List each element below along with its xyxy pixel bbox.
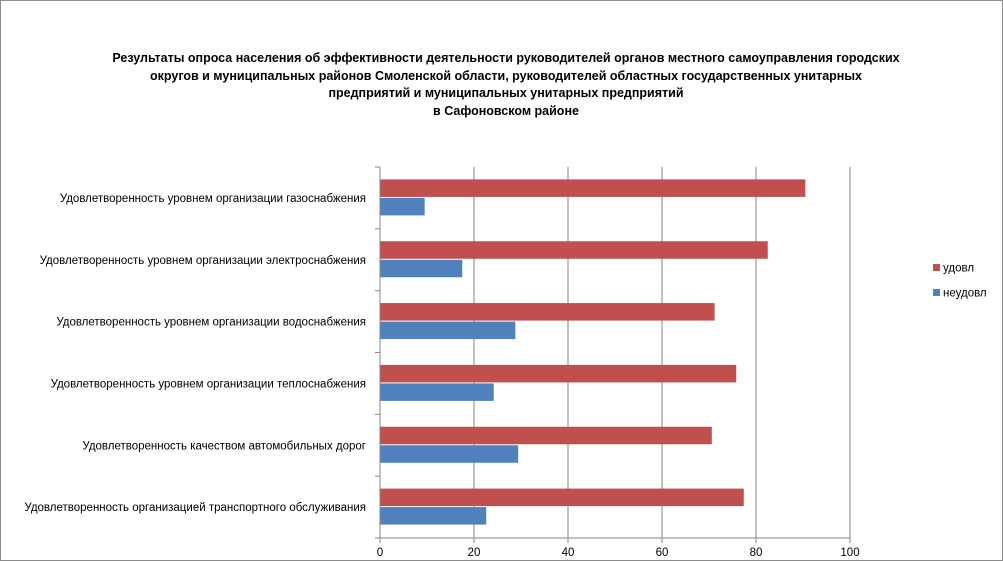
- bar-udovl-4: [380, 426, 712, 445]
- x-tick-label-20: 20: [468, 547, 481, 559]
- bar-udovl-3: [380, 364, 737, 383]
- tick-labels: 0 20 40 60 80 100: [377, 547, 860, 559]
- bar-udovl-2: [380, 303, 715, 321]
- x-tick-label-80: 80: [750, 547, 763, 559]
- bar-neudovl-5: [380, 507, 487, 525]
- legend-swatch-1: [933, 289, 940, 296]
- bar-neudovl-4: [380, 445, 519, 463]
- x-tick-label-100: 100: [840, 547, 859, 559]
- x-tick-label-0: 0: [377, 547, 383, 559]
- gridlines: [473, 167, 851, 538]
- legend-swatch-0: [933, 264, 940, 271]
- chart-title-line-4: в Сафоновском районе: [433, 103, 579, 118]
- chart-title-line-2: округов и муниципальных районов Смоленск…: [150, 68, 862, 83]
- legend-label-1: неудовл: [943, 288, 987, 300]
- chart-title-line-1: Результаты опроса населения об эффективн…: [112, 51, 900, 65]
- category-label-2: Удовлетворенность уровнем организации во…: [56, 317, 366, 329]
- bars: [380, 179, 806, 525]
- bar-neudovl-0: [380, 197, 425, 216]
- category-label-5: Удовлетворенность организацией транспорт…: [24, 502, 366, 514]
- bar-udovl-0: [380, 179, 806, 197]
- category-label-0: Удовлетворенность уровнем организации га…: [60, 193, 366, 205]
- chart-title-line-3: предприятий и муниципальных унитарных пр…: [328, 86, 684, 100]
- bar-neudovl-3: [380, 383, 494, 401]
- legend: удовл неудовл: [933, 263, 987, 300]
- x-tick-label-40: 40: [562, 547, 575, 559]
- category-label-1: Удовлетворенность уровнем организации эл…: [40, 255, 366, 267]
- chart-title: Результаты опроса населения об эффективн…: [100, 50, 912, 120]
- bar-udovl-5: [380, 488, 744, 507]
- bar-neudovl-1: [380, 259, 463, 278]
- category-label-3: Удовлетворенность уровнем организации те…: [51, 378, 366, 390]
- category-labels: Удовлетворенность уровнем организации га…: [24, 193, 366, 514]
- category-label-4: Удовлетворенность качеством автомобильны…: [82, 440, 366, 452]
- legend-label-0: удовл: [943, 263, 974, 275]
- bar-udovl-1: [380, 241, 768, 259]
- axes: [375, 166, 851, 543]
- bar-neudovl-2: [380, 321, 516, 340]
- x-tick-label-60: 60: [656, 547, 669, 559]
